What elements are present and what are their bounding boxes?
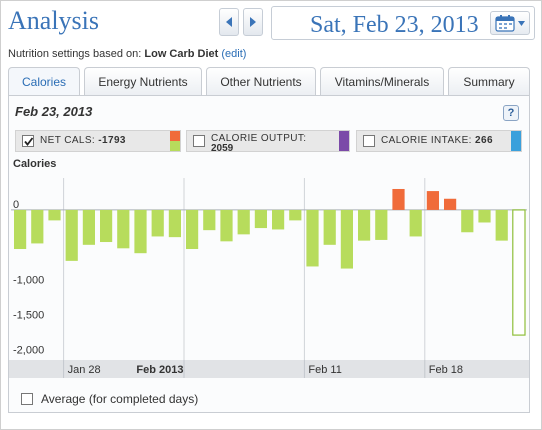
net-cals-checkbox[interactable] [22,135,34,147]
calorie-output-label: CALORIE OUTPUT: [211,133,307,144]
chart-bar-7 [134,209,147,254]
y-tick-label-3: -2,000 [13,345,44,357]
chart-bar-29 [512,209,526,336]
chart-bar-2 [48,209,61,221]
chart-bar-25 [444,198,457,210]
chart-bar-3 [65,209,78,261]
x-tick-label-3: Feb 18 [429,364,463,376]
tab-vitamins-minerals[interactable]: Vitamins/Minerals [320,67,444,95]
net-cals-label: NET CALS: -1793 [40,135,126,146]
average-label: Average (for completed days) [41,392,199,406]
settings-prefix: Nutrition settings based on: [8,48,142,60]
chart-bar-23 [409,209,422,237]
chart-bar-22 [392,188,405,210]
chart-bar-24 [426,191,439,210]
calorie-output-value: 2059 [211,143,234,154]
chart-bar-9 [168,209,181,238]
net-cals-value: -1793 [98,135,126,146]
chart-bar-6 [117,209,130,249]
next-day-button[interactable] [243,8,263,36]
chart-bar-13 [237,209,250,235]
chart-bar-21 [375,209,388,240]
y-tick-label-1: -1,000 [13,275,44,287]
x-tick-label-0: Jan 28 [68,364,101,376]
tab-other-nutrients[interactable]: Other Nutrients [206,67,316,95]
chart-bar-27 [478,209,491,223]
average-checkbox[interactable] [21,393,33,405]
chart-bar-17 [306,209,319,267]
chart-title: Calories [13,158,57,170]
nutrition-settings: Nutrition settings based on: Low Carb Di… [8,48,246,60]
x-tick-label-2: Feb 11 [308,364,341,376]
date-display[interactable]: Sat, Feb 23, 2013 [271,6,535,40]
current-date: Sat, Feb 23, 2013 [310,12,479,38]
chart-bar-4 [82,209,95,245]
chevron-down-icon [518,20,525,26]
y-tick-label-2: -1,500 [13,310,44,322]
x-axis-band [9,360,529,378]
chart-bar-15 [272,209,285,230]
tab-bar: Calories Energy Nutrients Other Nutrient… [8,67,530,96]
chart-bar-14 [254,209,267,229]
legend-net-cals[interactable]: NET CALS: -1793 [15,130,181,152]
calorie-output-checkbox[interactable] [193,135,205,147]
calorie-intake-checkbox[interactable] [363,135,375,147]
calories-chart: Calories 0 -1,000 -1,500 -2,000 Jan 28 Feb 20… [9,156,529,382]
legend-calorie-intake[interactable]: CALORIE INTAKE: 266 [356,130,522,152]
chevron-left-icon [226,17,232,27]
panel-date: Feb 23, 2013 [15,104,93,119]
chevron-right-icon [250,17,256,27]
diet-name: Low Carb Diet [144,48,219,60]
chart-bar-16 [289,209,302,221]
chart-bar-26 [461,209,474,233]
calendar-button[interactable] [490,11,530,35]
net-cals-negative-swatch [170,141,180,151]
chart-bar-12 [220,209,233,242]
calorie-output-swatch [339,131,349,151]
calorie-intake-swatch [511,131,521,151]
y-tick-label-0: 0 [13,199,19,211]
checkmark-icon [24,137,34,146]
chart-bar-11 [203,209,216,231]
chart-bar-0 [14,209,27,250]
chart-bar-8 [151,209,164,237]
help-icon[interactable]: ? [503,105,519,121]
calorie-intake-value: 266 [475,135,493,146]
chart-bar-20 [358,209,371,241]
calorie-intake-label: CALORIE INTAKE: 266 [381,135,493,146]
previous-day-button[interactable] [219,8,239,36]
calorie-intake-name: CALORIE INTAKE: [381,135,472,146]
x-tick-label-1: Feb 2013 [136,364,183,376]
chart-svg: 0 -1,000 -1,500 -2,000 Jan 28 Feb 2013 Feb 11 F… [9,178,529,378]
chart-bar-5 [100,209,113,243]
chart-bar-19 [340,209,353,269]
chart-bar-28 [495,209,508,241]
tab-summary[interactable]: Summary [448,67,530,95]
tab-calories[interactable]: Calories [8,67,80,96]
net-cals-positive-swatch [170,131,180,141]
chart-bar-1 [31,209,44,244]
page-title: Analysis [8,6,99,35]
chart-bar-18 [323,209,336,245]
chart-bar-10 [186,209,199,250]
calories-panel: Feb 23, 2013 ? NET CALS: -1793 CALORIE O… [8,95,530,413]
calendar-icon [495,15,515,32]
legend-calorie-output[interactable]: CALORIE OUTPUT: 2059 [186,130,350,154]
tab-energy-nutrients[interactable]: Energy Nutrients [84,67,202,95]
edit-diet-link[interactable]: (edit) [221,48,247,60]
net-cals-name: NET CALS: [40,135,96,146]
